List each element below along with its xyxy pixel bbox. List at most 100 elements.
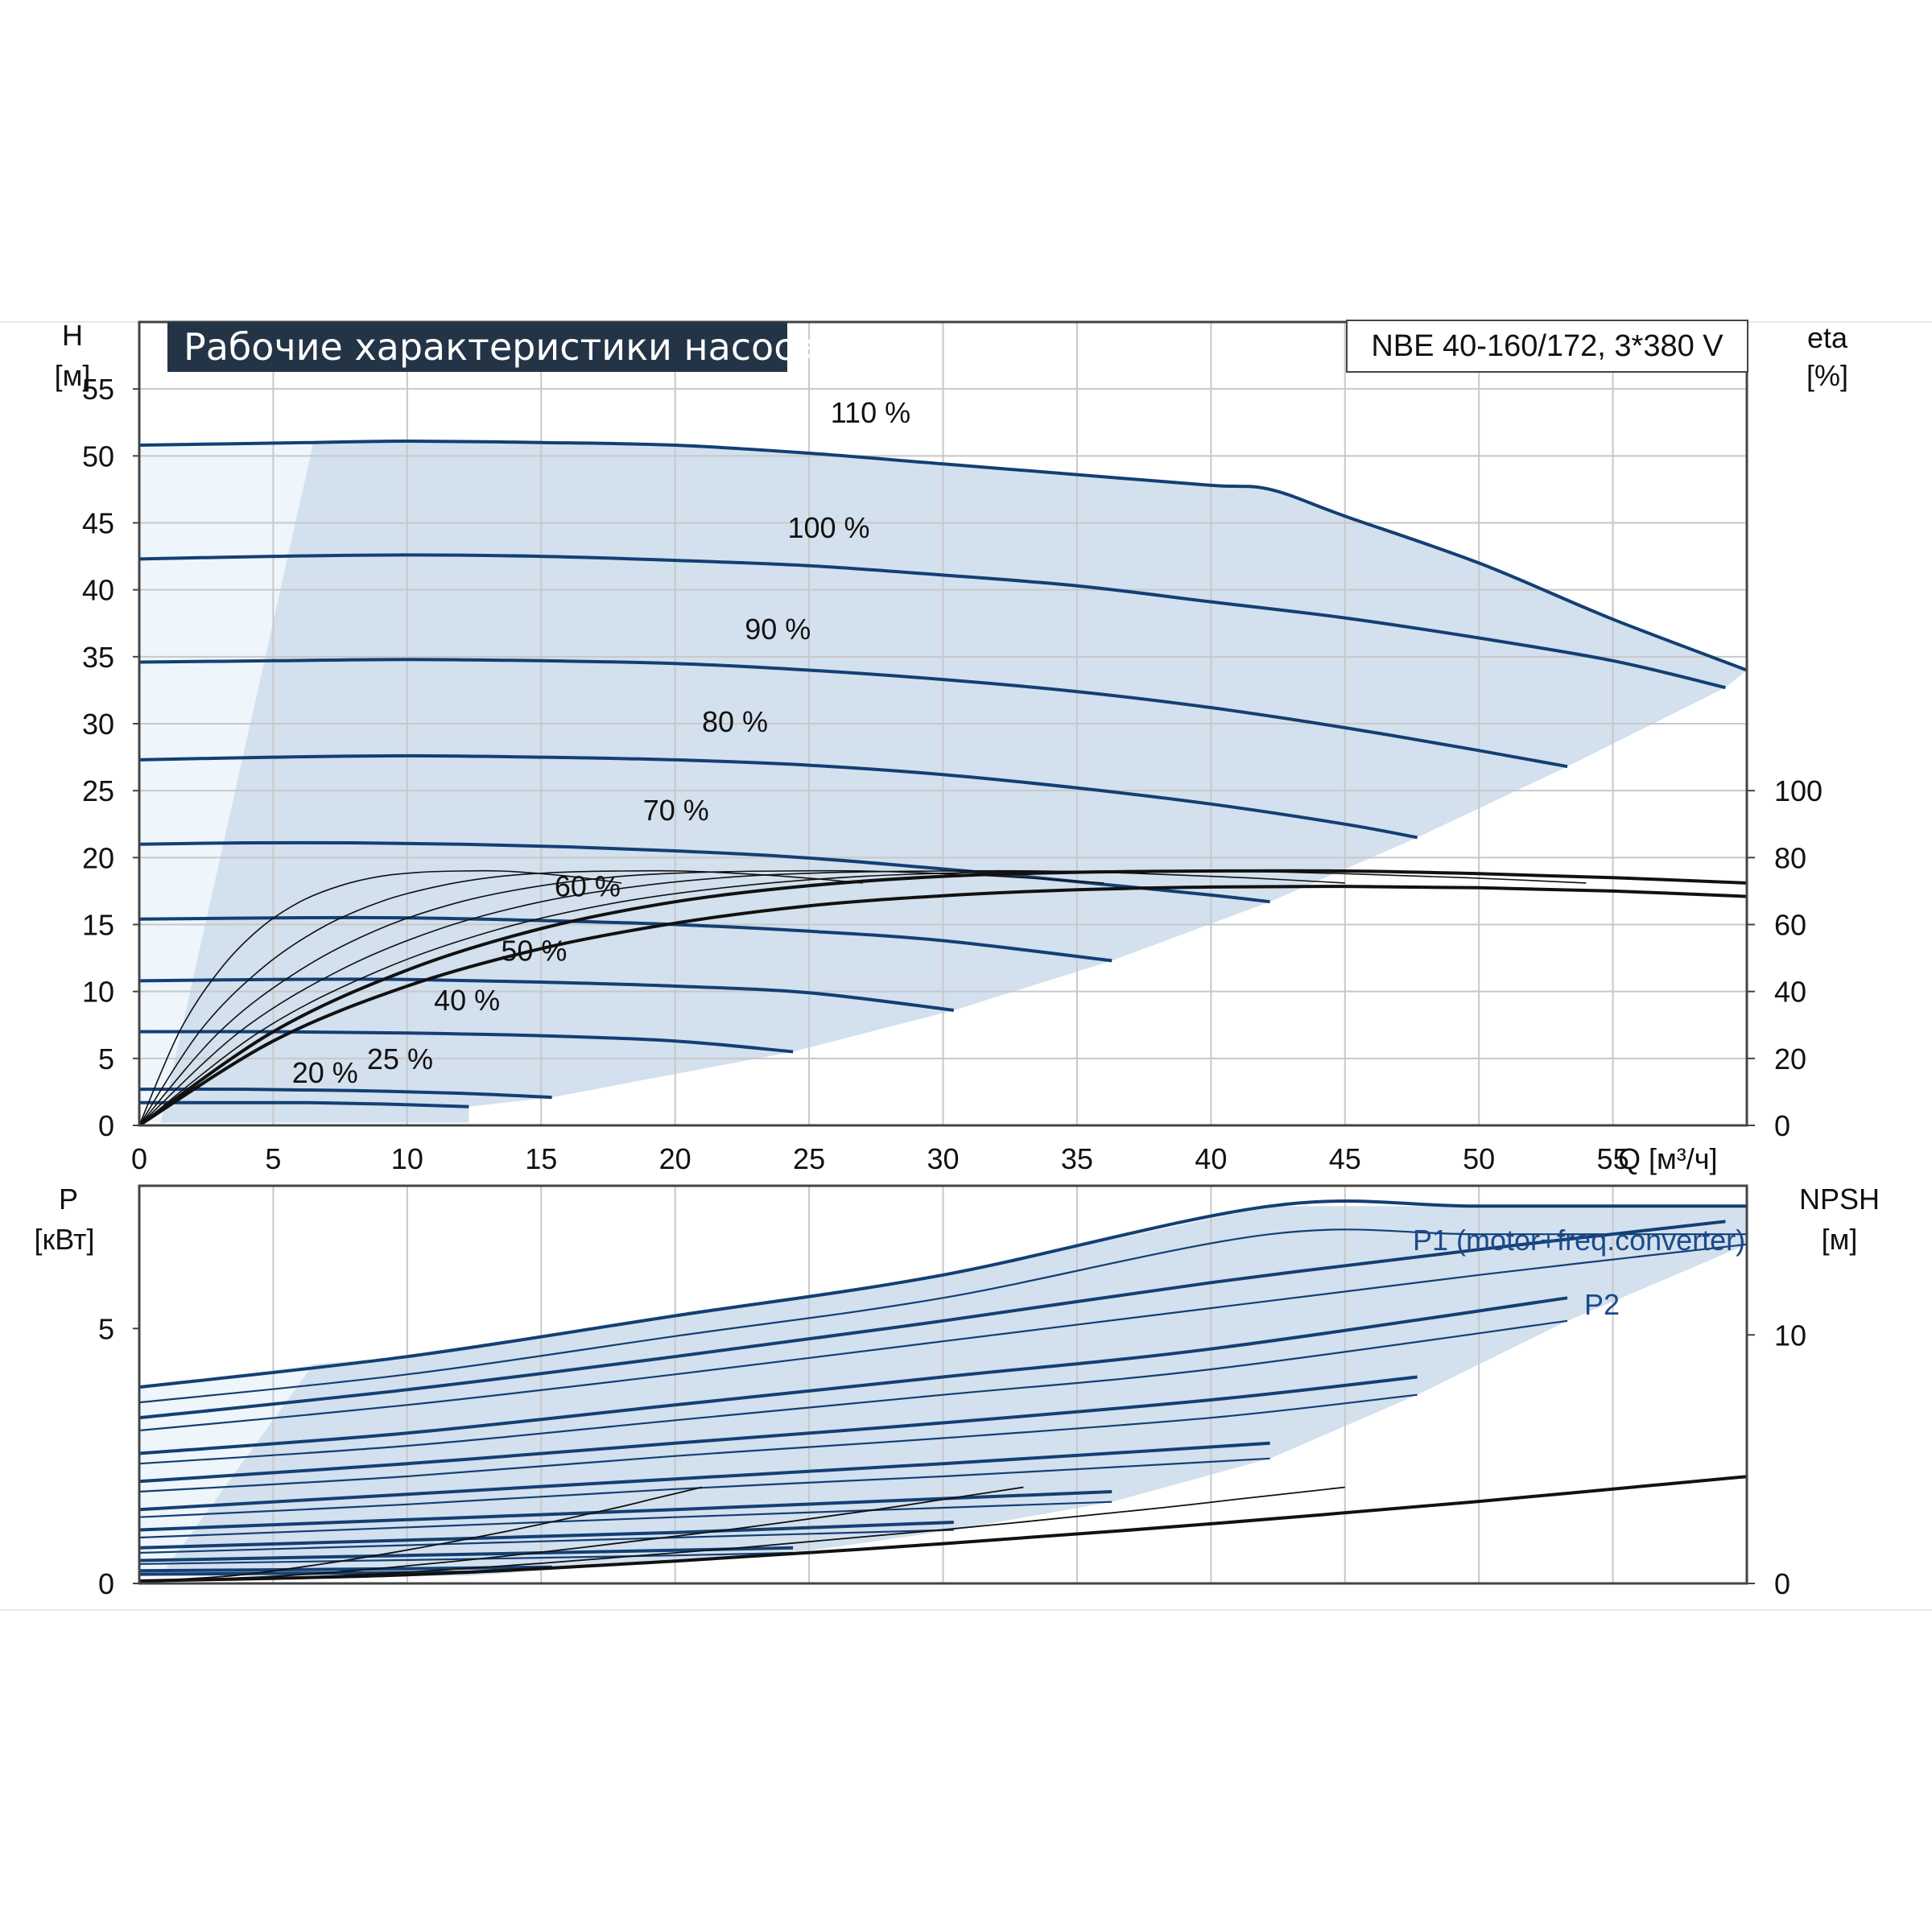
head-curve <box>138 439 1748 672</box>
power-light-region <box>139 1364 314 1576</box>
x-tick-label: 50 <box>1463 1142 1495 1175</box>
speed-labels: 110 % 100 % 90 % 80 % 70 % 60 % 50 %40 %25 % 20… <box>292 396 910 1089</box>
x-tick-label: 20 <box>659 1142 691 1175</box>
x-tick-labels: 0 5 10 15 20 25 30 35 40 45 50 55 <box>131 1142 1629 1175</box>
power-curve <box>138 1375 1418 1484</box>
power-curve <box>138 1319 1568 1465</box>
y-tick-label: 5 <box>98 1042 114 1075</box>
head-curve <box>138 977 955 1012</box>
power-plot: 05 010 <box>98 1184 1806 1600</box>
head-curve <box>138 553 1726 690</box>
power-curve <box>138 1565 552 1573</box>
light-operating-region <box>139 442 314 1123</box>
y2-tick-label: 40 <box>1774 976 1806 1009</box>
power-curve <box>138 1551 794 1565</box>
power-region <box>160 1206 1747 1576</box>
x-tick-label: 5 <box>265 1142 281 1175</box>
y-tick-label: 50 <box>82 440 114 473</box>
efficiency-curve <box>138 885 1748 1127</box>
npsh-axis-symbol: NPSH <box>1798 1183 1880 1216</box>
npsh-line <box>138 1475 1748 1583</box>
power-tick-label: 0 <box>98 1567 114 1600</box>
head-curve <box>138 753 1418 840</box>
speed-label: 90 % <box>745 613 811 646</box>
npsh-tick-labels: 0 10 <box>1747 1319 1806 1600</box>
x-tick-label: 10 <box>391 1142 423 1175</box>
y2-tick-label: 60 <box>1774 909 1806 942</box>
power-curve <box>138 1296 1568 1455</box>
y2-tick-labels: 0 20 40 60 80 100 <box>1747 774 1823 1142</box>
y-tick-label: 20 <box>82 841 114 874</box>
head-curve <box>138 1087 552 1100</box>
y-tick-label: 35 <box>82 641 114 674</box>
y2-tick-label: 20 <box>1774 1042 1806 1075</box>
head-curve <box>138 1030 794 1054</box>
efficiency-curve <box>138 869 1345 1126</box>
head-curves <box>138 439 1748 1108</box>
npsh-line <box>138 1486 703 1583</box>
x-tick-label: 15 <box>525 1142 557 1175</box>
power-tick-label: 5 <box>98 1312 114 1345</box>
y-tick-label: 25 <box>82 774 114 807</box>
power-curve <box>138 1501 1113 1539</box>
y-tick-label: 15 <box>82 909 114 942</box>
npsh-axis-unit: [м] <box>1821 1223 1858 1256</box>
power-plot-frame <box>138 1184 1748 1585</box>
p2-curve-label: P2 <box>1584 1288 1620 1321</box>
power-curve <box>138 1228 1747 1404</box>
head-curve <box>138 915 1113 963</box>
y-tick-label: 30 <box>82 708 114 741</box>
power-tick-labels: 05 <box>98 1312 139 1600</box>
speed-label: 25 % <box>367 1042 433 1075</box>
p1-curve-label: P1 (motor+freq.converter) <box>1413 1224 1746 1257</box>
y2-tick-label: 0 <box>1774 1109 1790 1142</box>
speed-label: 60 % <box>555 870 621 903</box>
x-tick-label: 40 <box>1195 1142 1227 1175</box>
efficiency-curve <box>138 869 1748 1127</box>
x-tick-label: 0 <box>131 1142 147 1175</box>
power-curve <box>138 1457 1270 1518</box>
y-tick-labels: 0 5 10 15 20 25 30 35 40 45 50 55 <box>82 373 139 1142</box>
power-axis-unit: [кВт] <box>34 1223 95 1256</box>
efficiency-curves <box>138 869 1748 1127</box>
head-axis-unit: [м] <box>54 359 91 392</box>
eta-axis-symbol: eta <box>1806 321 1848 354</box>
operating-region <box>160 441 1747 1123</box>
speed-label: 80 % <box>702 705 768 738</box>
head-curve <box>138 658 1568 769</box>
speed-label: 70 % <box>643 794 709 827</box>
head-plot: 110 % 100 % 90 % 80 % 70 % 60 % 50 %40 %25 % 20… <box>82 320 1823 1175</box>
x-tick-label: 45 <box>1329 1142 1361 1175</box>
x-tick-label: 35 <box>1061 1142 1093 1175</box>
chart-title: Рабочие характеристики насоса <box>167 322 817 372</box>
speed-label: 40 % <box>434 984 500 1017</box>
npsh-line <box>138 1486 1024 1583</box>
y2-tick-label: 100 <box>1774 774 1823 807</box>
power-curves <box>138 1199 1748 1576</box>
head-curve <box>139 1100 469 1108</box>
npsh-tick-label: 0 <box>1774 1567 1790 1600</box>
speed-label: 20 % <box>292 1056 358 1089</box>
power-curve <box>138 1220 1726 1420</box>
speed-label: 100 % <box>787 511 869 544</box>
power-curve <box>138 1199 1747 1389</box>
power-curve <box>138 1243 1748 1432</box>
power-curve <box>138 1529 954 1554</box>
head-axis-symbol: H <box>62 319 83 352</box>
efficiency-curve <box>138 869 863 1126</box>
power-curve <box>138 1441 1270 1512</box>
speed-label: 110 % <box>831 396 910 429</box>
npsh-line <box>138 1486 1345 1583</box>
npsh-tick-label: 10 <box>1774 1319 1806 1352</box>
y-tick-label: 55 <box>82 373 114 406</box>
npsh-curve <box>138 1475 1748 1583</box>
power-axis-symbol: P <box>58 1183 78 1216</box>
y-tick-label: 45 <box>82 507 114 540</box>
eta-axis-unit: [%] <box>1806 359 1848 392</box>
speed-label: 50 % <box>501 934 567 967</box>
y2-tick-label: 80 <box>1774 841 1806 874</box>
flow-axis-label: Q [м³/ч] <box>1618 1142 1718 1175</box>
x-tick-label: 30 <box>927 1142 959 1175</box>
y-tick-label: 40 <box>82 574 114 607</box>
